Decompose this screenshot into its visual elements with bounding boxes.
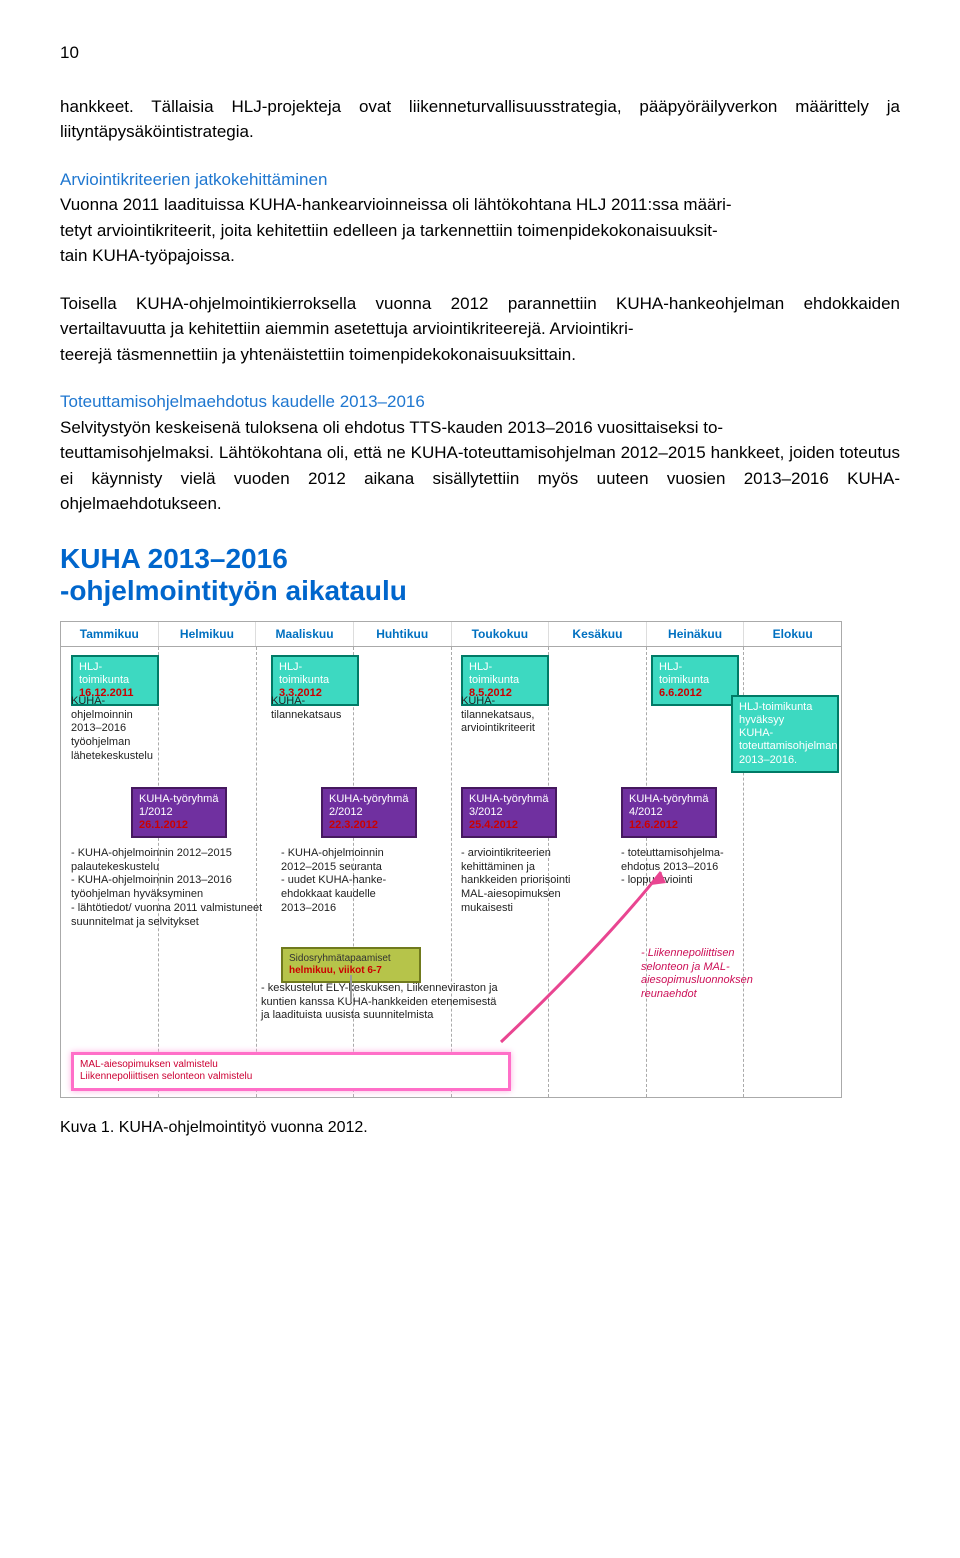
hlj-approve-box: HLJ-toimikuntahyväksyyKUHA-toteuttamisoh…	[731, 695, 839, 773]
month-label: Toukokuu	[452, 622, 550, 646]
month-label: Helmikuu	[159, 622, 257, 646]
month-label: Maaliskuu	[256, 622, 354, 646]
month-label: Kesäkuu	[549, 622, 647, 646]
month-label: Huhtikuu	[354, 622, 452, 646]
month-label: Heinäkuu	[647, 622, 745, 646]
para2a: Vuonna 2011 laadituissa KUHA-hankearvioi…	[60, 195, 726, 214]
figure-title: KUHA 2013–2016 -ohjelmointityön aikataul…	[60, 543, 900, 607]
month-header-row: TammikuuHelmikuuMaaliskuuHuhtikuuToukoku…	[61, 622, 841, 647]
kuha-tyoryhma-box: KUHA-työryhmä2/201222.3.2012	[321, 787, 417, 839]
paragraph-1: hankkeet. Tällaisia HLJ-projekteja ovat …	[60, 94, 900, 145]
pink-note: - Liikennepoliittisen selonteon ja MAL- …	[641, 947, 811, 1002]
timeline-body: HLJ-toimikunta16.12.2011HLJ-toimikunta3.…	[61, 647, 841, 1097]
para4b: teuttamisohjelmaksi. Lähtökohtana oli, e…	[60, 443, 900, 513]
bullet-note: - toteuttamisohjelma- ehdotus 2013–2016 …	[621, 847, 761, 888]
figure-caption: Kuva 1. KUHA-ohjelmointityö vuonna 2012.	[60, 1116, 900, 1140]
month-label: Elokuu	[744, 622, 841, 646]
paragraph-3: Toisella KUHA-ohjelmointikierroksella vu…	[60, 291, 900, 368]
kuha-tyoryhma-box: KUHA-työryhmä3/201225.4.2012	[461, 787, 557, 839]
bullet-note: - arviointikriteerien kehittäminen ja ha…	[461, 847, 601, 916]
section-heading-1: Arviointikriteerien jatkokehittäminen Vu…	[60, 167, 900, 269]
under-note: KUHA- tilannekatsaus, arviointikriteerit	[461, 695, 556, 736]
bullet-note: - KUHA-ohjelmoinnin 2012–2015 seuranta -…	[281, 847, 421, 916]
section-heading-2: Toteuttamisohjelmaehdotus kaudelle 2013–…	[60, 389, 900, 517]
page-number: 10	[60, 40, 900, 66]
olive-under-note: - keskustelut ELY-keskuksen, Liikennevir…	[261, 982, 521, 1023]
kuha-tyoryhma-box: KUHA-työryhmä1/201226.1.2012	[131, 787, 227, 839]
kuha-tyoryhma-box: KUHA-työryhmä4/201212.6.2012	[621, 787, 717, 839]
para2b: tetyt arviointikriteerit, joita kehitett…	[60, 221, 712, 240]
under-note: KUHA- ohjelmoinnin 2013–2016 työohjelman…	[71, 695, 166, 764]
para3b: teerejä täsmennettiin ja yhtenäistettiin…	[60, 345, 576, 364]
bullet-note: - KUHA-ohjelmoinnin 2012–2015 palautekes…	[71, 847, 271, 930]
fig-title-l2: -ohjelmointityön aikataulu	[60, 575, 407, 606]
fig-title-l1: KUHA 2013–2016	[60, 543, 288, 574]
para3a: Toisella KUHA-ohjelmointikierroksella vu…	[60, 294, 900, 339]
hlj-toimikunta-box: HLJ-toimikunta6.6.2012	[651, 655, 739, 707]
sidosryhma-box: Sidosryhmätapaamisethelmikuu, viikot 6-7	[281, 947, 421, 983]
para2c: tain KUHA-työpajoissa.	[60, 246, 235, 265]
heading-2-text: Toteuttamisohjelmaehdotus kaudelle 2013–…	[60, 392, 425, 411]
mal-pink-box: MAL-aiesopimuksen valmisteluLiikennepoli…	[71, 1052, 511, 1091]
para4a: Selvitystyön keskeisenä tuloksena oli eh…	[60, 418, 717, 437]
under-note: KUHA- tilannekatsaus	[271, 695, 366, 723]
figure-kuha-timeline: KUHA 2013–2016 -ohjelmointityön aikataul…	[60, 543, 900, 1140]
month-label: Tammikuu	[61, 622, 159, 646]
heading-1-text: Arviointikriteerien jatkokehittäminen	[60, 170, 327, 189]
timeline-container: TammikuuHelmikuuMaaliskuuHuhtikuuToukoku…	[60, 621, 842, 1098]
